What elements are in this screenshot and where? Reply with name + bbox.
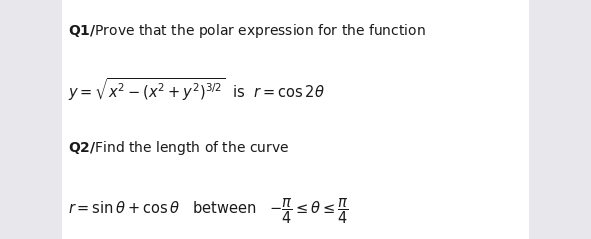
Text: $y = \sqrt{x^2 - (x^2+y^2)^{3/2}}$  is  $r = \cos 2\theta$: $y = \sqrt{x^2 - (x^2+y^2)^{3/2}}$ is $r… bbox=[68, 76, 324, 103]
Text: $r = \sin\theta + \cos\theta$   between   $-\dfrac{\pi}{4} \leq \theta \leq \dfr: $r = \sin\theta + \cos\theta$ between $-… bbox=[68, 196, 349, 226]
Text: $\bf{Q2/}$Find the length of the curve: $\bf{Q2/}$Find the length of the curve bbox=[68, 139, 289, 157]
Text: $\bf{Q1/}$Prove that the polar expression for the function: $\bf{Q1/}$Prove that the polar expressio… bbox=[68, 22, 426, 39]
